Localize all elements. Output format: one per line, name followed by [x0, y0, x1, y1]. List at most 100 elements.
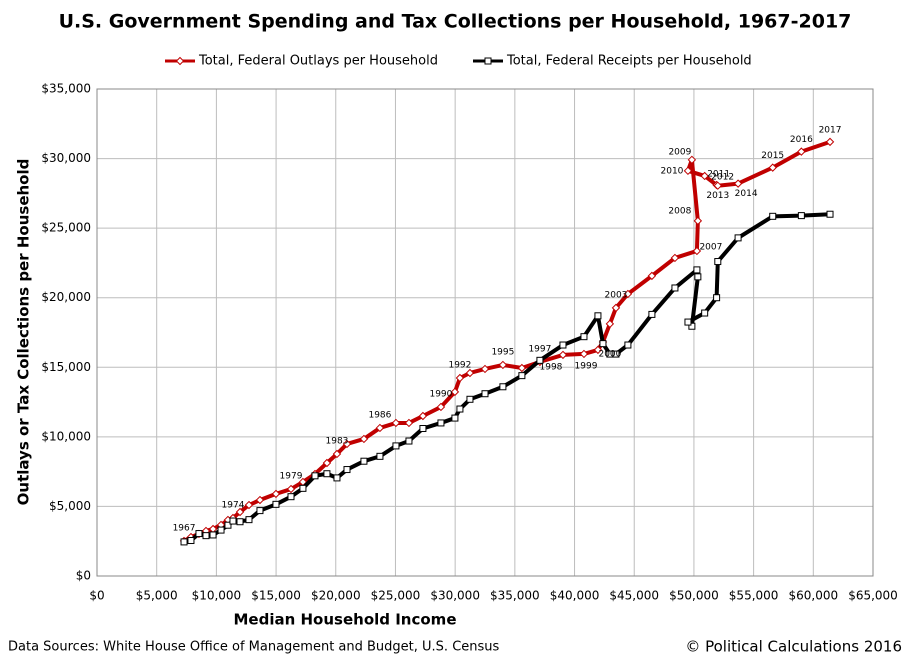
point-label: 2016 [790, 135, 813, 145]
x-tick-label: $20,000 [311, 589, 361, 603]
data-point [465, 368, 475, 378]
x-tick-label: $25,000 [371, 589, 421, 603]
point-label: 2007 [699, 242, 722, 252]
y-tick-label: $5,000 [49, 499, 91, 513]
legend-label: Total, Federal Outlays per Household [198, 54, 438, 69]
data-point [648, 310, 656, 318]
data-point [286, 484, 296, 494]
data-point [612, 350, 620, 358]
data-point [180, 538, 188, 546]
data-point [376, 452, 384, 460]
data-point [734, 234, 742, 242]
data-point [700, 171, 709, 181]
point-label: 1990 [429, 389, 452, 399]
data-point [287, 493, 295, 501]
data-point [797, 212, 805, 220]
data-point [311, 472, 319, 480]
point-label: 1967 [173, 523, 196, 533]
point-label: 1999 [575, 361, 598, 371]
x-tick-label: $60,000 [788, 589, 838, 603]
data-point [271, 489, 281, 499]
data-point [797, 147, 806, 156]
x-tick-label: $5,000 [136, 589, 178, 603]
data-point [323, 470, 331, 478]
data-point [256, 507, 264, 515]
x-tick-label: $50,000 [669, 589, 719, 603]
data-point [224, 521, 232, 529]
data-point [693, 216, 703, 226]
data-point [693, 266, 701, 274]
y-tick-label: $20,000 [41, 290, 91, 304]
x-tick-label: $40,000 [550, 589, 600, 603]
data-point [343, 466, 351, 474]
data-point [594, 312, 602, 320]
point-label: 1992 [448, 360, 471, 370]
chart-title: U.S. Government Spending and Tax Collect… [59, 11, 852, 33]
data-point [579, 349, 589, 359]
y-tick-label: $0 [76, 569, 91, 583]
point-label: 2011 [707, 169, 730, 179]
point-label: 2012 [711, 173, 734, 183]
data-point [713, 294, 721, 302]
point-label: 2010 [661, 166, 684, 176]
y-tick-label: $25,000 [41, 221, 91, 235]
data-point [769, 212, 777, 220]
point-label: 1974 [222, 500, 245, 510]
y-tick-label: $10,000 [41, 429, 91, 443]
data-point [558, 350, 568, 360]
data-point [624, 341, 632, 349]
legend-marker [175, 56, 185, 66]
x-tick-label: $35,000 [490, 589, 540, 603]
legend-label: Total, Federal Receipts per Household [506, 54, 752, 69]
data-point [517, 363, 527, 373]
point-label: 1983 [326, 436, 349, 446]
data-point [404, 418, 414, 428]
point-label: 2000 [598, 349, 621, 359]
data-point [392, 442, 400, 450]
data-point [605, 319, 615, 329]
data-point [244, 500, 254, 510]
data-point [768, 163, 777, 172]
y-tick-label: $15,000 [41, 360, 91, 374]
data-point [536, 356, 544, 364]
x-tick-label: $0 [89, 589, 104, 603]
point-label: 2015 [761, 151, 784, 161]
data-point [670, 253, 680, 263]
data-point [623, 289, 633, 299]
data-point [688, 322, 696, 330]
data-point [217, 526, 225, 534]
point-label: 1995 [491, 347, 514, 357]
data-point [456, 405, 464, 413]
point-label: 1979 [280, 472, 303, 482]
point-label: 2017 [819, 125, 842, 135]
data-point [332, 449, 342, 459]
data-point [360, 457, 368, 465]
credit-note: © Political Calculations 2016 [685, 638, 902, 656]
x-axis-label: Median Household Income [234, 611, 457, 629]
data-point [692, 246, 702, 256]
data-point [419, 425, 427, 433]
data-point [187, 537, 195, 545]
data-point [684, 318, 692, 326]
data-point [255, 495, 265, 505]
data-point [714, 258, 722, 266]
data-point [593, 345, 603, 355]
data-point [733, 179, 743, 188]
data-point [480, 364, 490, 374]
point-label: 2009 [668, 147, 691, 157]
data-point [375, 423, 385, 433]
data-point [418, 411, 428, 421]
data-point [235, 507, 245, 517]
data-point [202, 532, 210, 540]
data-point [713, 181, 723, 190]
data-point [683, 166, 693, 176]
data-point [299, 484, 307, 492]
data-point [825, 137, 835, 147]
data-point [333, 474, 341, 482]
x-tick-label: $45,000 [609, 589, 659, 603]
data-point [272, 500, 280, 508]
point-label: 1998 [540, 362, 563, 372]
point-label: 1997 [528, 344, 551, 354]
data-point [229, 517, 237, 525]
